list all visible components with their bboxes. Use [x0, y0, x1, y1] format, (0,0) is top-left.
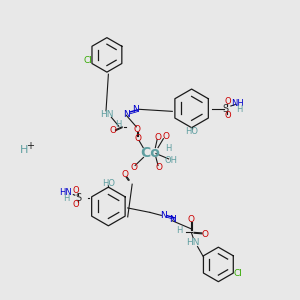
- Text: H: H: [165, 144, 172, 153]
- Text: N: N: [123, 110, 130, 119]
- Text: N: N: [169, 215, 176, 224]
- Text: HN: HN: [186, 238, 200, 247]
- Text: HO: HO: [185, 127, 198, 136]
- Text: O: O: [225, 111, 232, 120]
- Text: Cl: Cl: [84, 56, 93, 65]
- Text: S: S: [76, 193, 82, 202]
- Text: H: H: [20, 145, 28, 155]
- Text: O: O: [109, 126, 116, 135]
- Text: S: S: [223, 104, 229, 114]
- Text: H: H: [176, 226, 183, 235]
- Text: O: O: [188, 215, 194, 224]
- Text: O: O: [121, 170, 128, 179]
- Text: O: O: [130, 163, 137, 172]
- Text: H: H: [63, 194, 69, 203]
- Text: O: O: [135, 134, 142, 142]
- Text: HN: HN: [59, 188, 72, 197]
- Text: HN: HN: [100, 110, 114, 119]
- Text: O: O: [155, 163, 162, 172]
- Text: H: H: [116, 120, 122, 129]
- Text: +: +: [26, 140, 34, 151]
- Text: O: O: [133, 125, 140, 134]
- Text: NH: NH: [231, 99, 244, 108]
- Text: O: O: [163, 132, 170, 141]
- Text: N: N: [160, 211, 167, 220]
- Text: OH: OH: [164, 156, 177, 165]
- Text: O: O: [202, 230, 208, 239]
- Text: H: H: [236, 105, 242, 114]
- Text: N: N: [132, 105, 139, 114]
- Text: O: O: [72, 186, 79, 195]
- Text: O: O: [72, 200, 79, 208]
- Text: Cl: Cl: [233, 269, 242, 278]
- Text: HO: HO: [102, 179, 115, 188]
- Text: O: O: [225, 97, 232, 106]
- Text: O: O: [155, 133, 162, 142]
- Text: Co: Co: [140, 146, 160, 160]
